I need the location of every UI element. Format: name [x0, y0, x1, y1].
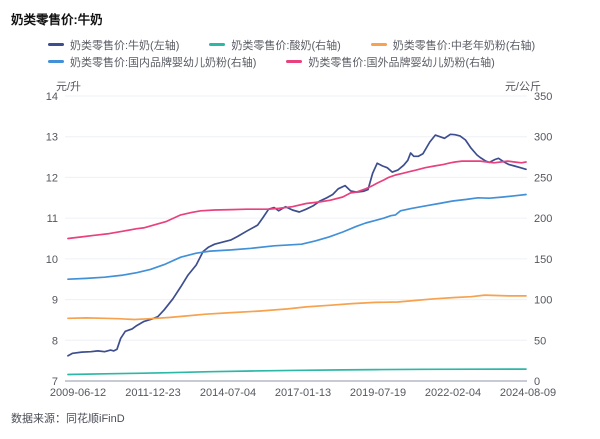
series-line-0 [67, 133, 527, 357]
legend-label-foreign-infant-formula: 奶类零售价:国外品牌婴幼儿奶粉(右轴) [308, 56, 495, 69]
legend-label-milk: 奶类零售价:牛奶(左轴) [70, 39, 180, 52]
y-axis-right-tick: 200 [534, 213, 552, 225]
y-axis-right-tick: 300 [534, 132, 552, 144]
legend-item-yogurt[interactable]: 奶类零售价:酸奶(右轴) [209, 37, 341, 53]
x-axis-tick: 2011-12-23 [125, 387, 180, 399]
legend-item-foreign-infant-formula[interactable]: 奶类零售价:国外品牌婴幼儿奶粉(右轴) [286, 54, 495, 70]
series-line-3 [67, 193, 527, 281]
series-line-4 [67, 160, 527, 240]
series-line-1 [67, 368, 527, 376]
legend-swatch-domestic-infant-formula [48, 60, 64, 63]
x-axis-tick: 2022-02-04 [425, 387, 481, 399]
series-line-2 [67, 294, 527, 321]
y-axis-left-tick: 9 [52, 295, 58, 307]
legend-swatch-yogurt [209, 43, 226, 46]
y-axis-right-tick: 0 [534, 376, 540, 388]
right-axis-unit: 元/公斤 [504, 81, 541, 93]
y-axis-right-tick: 100 [534, 295, 552, 307]
legend-swatch-senior-milk-powder [370, 43, 387, 46]
legend-swatch-milk [48, 43, 64, 46]
legend-item-milk[interactable]: 奶类零售价:牛奶(左轴) [48, 37, 179, 53]
y-axis-left-tick: 11 [47, 213, 58, 225]
x-axis-tick: 2014-07-04 [200, 387, 256, 399]
y-axis-left-tick: 10 [46, 254, 58, 266]
x-axis-tick: 2019-07-19 [350, 387, 406, 399]
y-axis-right-tick: 350 [534, 91, 552, 103]
y-axis-left-tick: 8 [52, 335, 58, 347]
y-axis-right-tick: 150 [534, 254, 552, 266]
x-axis-tick: 2024-08-09 [500, 387, 556, 399]
y-axis-left-tick: 13 [46, 132, 58, 144]
y-axis-right-tick: 50 [534, 335, 546, 347]
legend: 奶类零售价:牛奶(左轴) 奶类零售价:酸奶(右轴) 奶类零售价:中老年奶粉(右轴… [48, 36, 588, 70]
legend-item-senior-milk-powder[interactable]: 奶类零售价:中老年奶粉(右轴) [370, 37, 536, 53]
y-axis-right-tick: 250 [534, 172, 552, 184]
y-axis-left-tick: 12 [46, 172, 58, 184]
data-source-note: 数据来源：同花顺iFinD [11, 413, 125, 425]
legend-row-1: 奶类零售价:牛奶(左轴) 奶类零售价:酸奶(右轴) 奶类零售价:中老年奶粉(右轴… [48, 36, 588, 53]
x-axis-tick: 2009-06-12 [50, 387, 106, 399]
legend-row-2: 奶类零售价:国内品牌婴幼儿奶粉(右轴) 奶类零售价:国外品牌婴幼儿奶粉(右轴) [48, 53, 588, 70]
legend-label-yogurt: 奶类零售价:酸奶(右轴) [231, 39, 341, 52]
x-axis-tick: 2017-01-13 [275, 387, 331, 399]
y-axis-left-tick: 7 [52, 376, 58, 388]
left-axis-unit: 元/升 [56, 81, 82, 93]
legend-item-domestic-infant-formula[interactable]: 奶类零售价:国内品牌婴幼儿奶粉(右轴) [48, 54, 256, 70]
chart-title: 奶类零售价:牛奶 [11, 13, 103, 27]
legend-label-senior-milk-powder: 奶类零售价:中老年奶粉(右轴) [392, 39, 536, 52]
legend-label-domestic-infant-formula: 奶类零售价:国内品牌婴幼儿奶粉(右轴) [70, 56, 257, 69]
legend-swatch-foreign-infant-formula [286, 60, 303, 63]
y-axis-left-tick: 14 [46, 91, 58, 103]
